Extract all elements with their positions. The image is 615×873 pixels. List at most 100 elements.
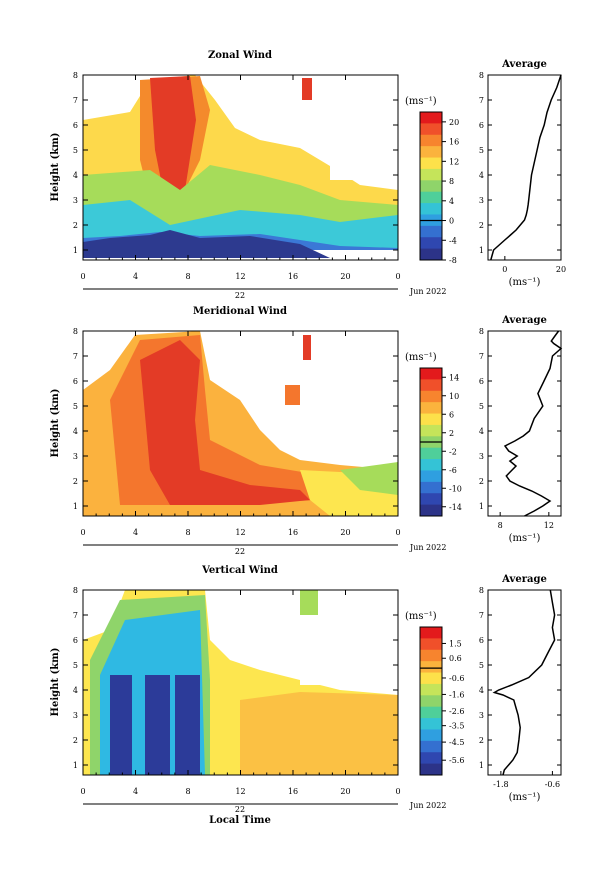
vertical-wind-field-lower-orange: [240, 692, 398, 775]
y-tick-label: 7: [73, 352, 78, 361]
vertical-wind-title: Vertical Wind: [201, 565, 278, 576]
colorbar-segment: [420, 146, 442, 159]
profile-unit: (ms⁻¹): [509, 277, 541, 288]
profile-y-tick-label: 2: [479, 221, 484, 230]
colorbar-tick-label: -3.5: [449, 722, 464, 731]
meridional-wind-colorbar-unit: (ms⁻¹): [405, 352, 437, 363]
y-tick-label: 8: [73, 327, 78, 336]
colorbar-tick-label: 6: [449, 410, 454, 419]
profile-y-tick-label: 1: [479, 502, 484, 511]
colorbar-segment: [420, 424, 442, 437]
x-tick-label: 0: [395, 787, 400, 796]
colorbar-segment: [420, 123, 442, 136]
colorbar-segment: [420, 638, 442, 651]
x-tick-label: 12: [235, 528, 245, 537]
colorbar-tick-label: -14: [449, 503, 462, 512]
y-tick-label: 6: [73, 121, 78, 130]
profile-y-tick-label: 7: [479, 352, 484, 361]
profile-y-tick-label: 1: [479, 246, 484, 255]
zonal-wind-field-darkblue: [83, 230, 330, 258]
profile-unit: (ms⁻¹): [509, 533, 541, 544]
profile-y-tick-label: 5: [479, 146, 484, 155]
profile-title: Average: [501, 315, 547, 326]
x-tick-label: 4: [133, 787, 138, 796]
colorbar-segment: [420, 661, 442, 674]
colorbar-segment: [420, 627, 442, 639]
x-tick-label: 4: [133, 528, 138, 537]
profile-y-tick-label: 7: [479, 96, 484, 105]
x-tick-label: 0: [80, 272, 85, 281]
x-tick-label: 12: [235, 787, 245, 796]
vertical-wind-colorbar-unit: (ms⁻¹): [405, 611, 437, 622]
colorbar-segment: [420, 459, 442, 471]
y-tick-label: 3: [73, 452, 78, 461]
zonal-wind-patch: [302, 78, 312, 100]
vertical-wind-ylabel: Height (km): [50, 648, 61, 717]
vertical-wind-downdraft-1: [110, 675, 132, 775]
colorbar-segment: [420, 481, 442, 494]
zonal-wind-average-profile: Average 1 2 3 4 5 6 7 8 0 20 (ms⁻¹): [479, 59, 566, 288]
colorbar-tick-label: 8: [449, 177, 454, 186]
y-tick-label: 2: [73, 221, 78, 230]
y-tick-label: 4: [73, 686, 78, 695]
colorbar-segment: [420, 649, 442, 662]
meridional-wind-patch: [303, 335, 311, 360]
profile-y-tick-label: 2: [479, 736, 484, 745]
profile-y-tick-label: 3: [479, 452, 484, 461]
y-tick-label: 6: [73, 636, 78, 645]
profile-x-tick-label: -1.8: [493, 780, 508, 789]
colorbar-segment: [420, 695, 442, 708]
profile-unit: (ms⁻¹): [509, 792, 541, 803]
y-tick-label: 1: [73, 502, 78, 511]
zonal-wind-colorbar-unit: (ms⁻¹): [405, 96, 437, 107]
colorbar-segment: [420, 447, 442, 460]
colorbar-segment: [420, 718, 442, 730]
meridional-wind-title: Meridional Wind: [193, 306, 287, 317]
colorbar-segment: [420, 672, 442, 685]
colorbar-segment: [420, 248, 442, 261]
profile-y-tick-label: 8: [479, 327, 484, 336]
colorbar-segment: [420, 168, 442, 181]
y-tick-label: 8: [73, 586, 78, 595]
colorbar-frame: [419, 626, 443, 776]
x-tick-label: 12: [235, 272, 245, 281]
meridional-wind-patch-2: [285, 385, 300, 405]
profile-y-tick-label: 7: [479, 611, 484, 620]
colorbar-segment: [420, 402, 442, 415]
x-tick-label: 16: [288, 272, 298, 281]
colorbar-segment: [420, 390, 442, 403]
colorbar-segment: [420, 379, 442, 392]
colorbar-segment: [420, 729, 442, 742]
vertical-wind-xlabel: Local Time: [209, 815, 271, 826]
meridional-wind-field-green: [340, 462, 398, 495]
colorbar-segment: [420, 752, 442, 765]
vertical-wind-heatmap: [83, 590, 398, 775]
colorbar-segment: [420, 763, 442, 776]
colorbar-tick-label: -0.6: [449, 674, 464, 683]
colorbar-segment: [420, 157, 442, 170]
profile-y-tick-label: 4: [479, 171, 484, 180]
profile-y-tick-label: 6: [479, 377, 484, 386]
x-tick-label: 4: [133, 272, 138, 281]
colorbar-tick-label: 20: [449, 118, 459, 127]
vertical-wind-downdraft-2: [145, 675, 170, 775]
colorbar-tick-label: 2: [449, 429, 454, 438]
meridional-wind-colorbar: 14 10 6 2 -2 -6 -10 -14: [419, 367, 462, 517]
x-tick-label: 16: [288, 528, 298, 537]
colorbar-tick-label: -6: [449, 466, 457, 475]
vertical-wind-patch: [300, 590, 318, 615]
zonal-wind-field-red: [150, 76, 196, 200]
profile-title: Average: [501, 59, 547, 70]
vertical-wind-day-label: 22: [235, 805, 245, 814]
colorbar-frame: [419, 111, 443, 261]
colorbar-tick-label: -8: [449, 256, 457, 265]
y-tick-label: 3: [73, 711, 78, 720]
y-tick-label: 4: [73, 427, 78, 436]
profile-y-tick-label: 3: [479, 196, 484, 205]
zonal-wind-ylabel: Height (km): [50, 133, 61, 202]
profile-y-tick-label: 8: [479, 586, 484, 595]
meridional-wind-missing-right: [300, 410, 398, 455]
